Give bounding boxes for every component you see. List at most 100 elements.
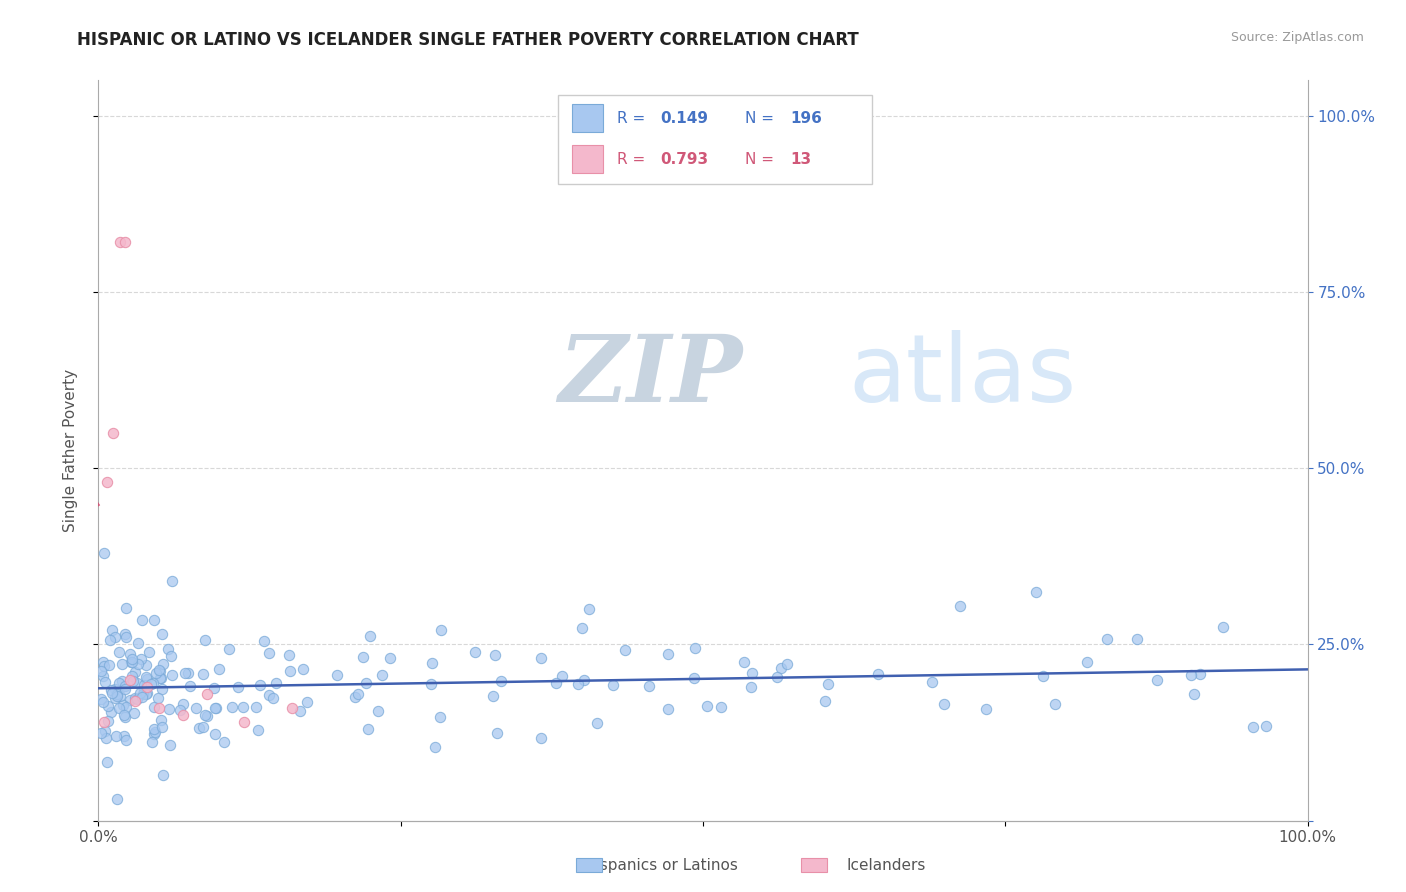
Point (218, 641, 240, 656)
Point (112, 729, 135, 743)
Point (571, 621, 593, 635)
Point (90, 665, 112, 679)
Point (572, 673, 595, 687)
Point (429, 709, 451, 723)
Point (104, 691, 127, 706)
Point (159, 738, 181, 752)
Point (191, 720, 214, 734)
Point (112, 708, 135, 723)
Point (105, 792, 128, 806)
Point (136, 673, 159, 687)
Point (683, 641, 706, 656)
Text: N =: N = (745, 111, 779, 126)
FancyBboxPatch shape (558, 95, 872, 184)
Point (948, 599, 970, 613)
Point (546, 675, 568, 690)
Point (94, 675, 117, 690)
Point (134, 678, 156, 692)
Point (1095, 632, 1118, 647)
Point (484, 648, 506, 662)
Point (278, 648, 301, 663)
Text: N =: N = (745, 152, 779, 167)
Point (429, 624, 451, 638)
Point (104, 630, 127, 644)
Point (172, 707, 194, 722)
Point (204, 727, 226, 741)
Point (974, 702, 997, 716)
Point (108, 689, 131, 703)
Text: R =: R = (617, 152, 650, 167)
Text: 0.149: 0.149 (661, 111, 709, 126)
Point (1025, 585, 1047, 599)
Point (292, 662, 315, 676)
Point (131, 690, 153, 704)
Point (356, 722, 378, 736)
Point (114, 732, 136, 747)
Point (1180, 668, 1202, 682)
Point (120, 648, 142, 662)
Point (160, 649, 183, 664)
Point (1182, 687, 1205, 701)
Point (91, 669, 114, 683)
Point (262, 690, 284, 705)
Point (114, 601, 136, 615)
Point (105, 687, 128, 701)
Point (249, 678, 271, 692)
Point (149, 671, 172, 685)
Point (354, 676, 377, 690)
Point (104, 681, 127, 696)
Point (326, 668, 349, 682)
Point (295, 695, 318, 709)
Point (127, 636, 149, 650)
Point (221, 699, 243, 714)
Point (143, 613, 166, 627)
Text: HISPANIC OR LATINO VS ICELANDER SINGLE FATHER POVERTY CORRELATION CHART: HISPANIC OR LATINO VS ICELANDER SINGLE F… (77, 31, 859, 49)
Point (100, 632, 122, 647)
Point (530, 651, 553, 665)
Point (766, 671, 789, 685)
Point (150, 626, 173, 640)
Point (160, 574, 183, 588)
Point (657, 702, 679, 716)
Text: 0.793: 0.793 (661, 152, 709, 167)
Point (683, 671, 706, 685)
Point (359, 629, 381, 643)
Point (149, 671, 172, 685)
Point (425, 739, 447, 754)
Point (93, 714, 115, 729)
Point (129, 652, 152, 666)
Point (114, 682, 136, 697)
Point (769, 660, 792, 674)
Text: Icelanders: Icelanders (846, 858, 925, 872)
Point (138, 645, 160, 659)
Point (814, 694, 837, 708)
Point (149, 664, 172, 678)
Point (115, 630, 138, 644)
Point (257, 688, 280, 702)
Point (371, 668, 394, 682)
Point (132, 687, 155, 701)
Point (132, 683, 155, 698)
Point (614, 643, 637, 657)
Point (124, 691, 146, 706)
Point (1256, 719, 1278, 733)
Point (107, 676, 129, 690)
Point (740, 680, 762, 694)
Point (188, 721, 211, 735)
FancyBboxPatch shape (572, 104, 603, 132)
Point (128, 686, 150, 700)
Point (90, 726, 112, 740)
Point (195, 687, 218, 701)
Point (143, 700, 166, 714)
Point (1076, 655, 1098, 669)
Point (420, 656, 443, 670)
Text: Source: ZipAtlas.com: Source: ZipAtlas.com (1230, 31, 1364, 45)
Point (97, 698, 120, 713)
Point (142, 723, 165, 737)
Point (202, 681, 225, 696)
Point (1126, 632, 1149, 646)
Point (141, 735, 163, 749)
Point (281, 701, 304, 715)
Point (817, 677, 839, 691)
Point (135, 687, 157, 701)
